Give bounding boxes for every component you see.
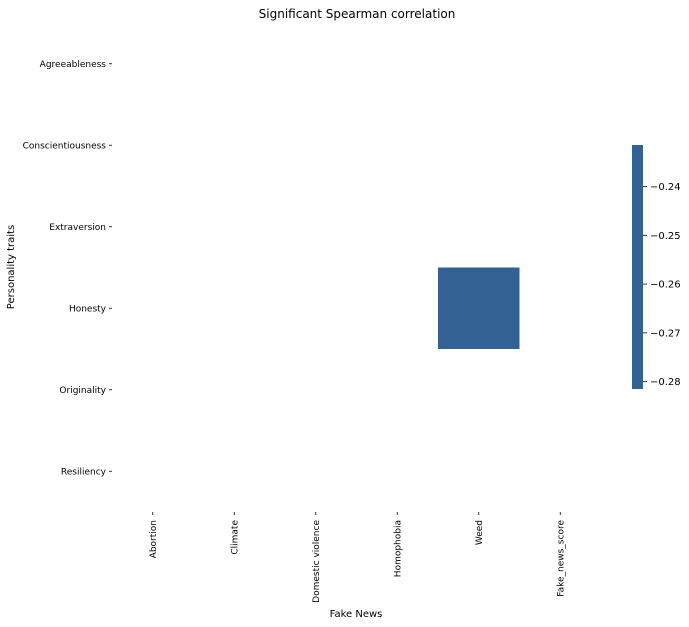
x-axis-label: Fake News	[330, 609, 383, 620]
x-tick-label: Domestic violence	[312, 520, 322, 603]
x-tick-label: Climate	[230, 520, 240, 555]
y-tick-label: Originality	[59, 386, 106, 396]
y-axis-label: Personality traits	[6, 225, 17, 309]
x-tick-label: Weed	[475, 520, 485, 545]
y-tick-label: Agreeableness	[40, 60, 107, 70]
x-tick-label: Homophobia	[393, 520, 403, 577]
colorbar: −0.24 −0.25 −0.26 −0.27 −0.28	[632, 145, 681, 389]
x-tick-label: Abortion	[149, 520, 159, 558]
colorbar-tick-label: −0.28	[650, 377, 681, 388]
plot-area	[438, 267, 520, 349]
chart-title: Significant Spearman correlation	[259, 7, 456, 21]
colorbar-tick-label: −0.26	[650, 280, 681, 291]
colorbar-tick-label: −0.27	[650, 328, 681, 339]
y-tick-label: Resiliency	[61, 467, 107, 477]
x-tick-label: Fake_news_score	[556, 520, 566, 597]
heatmap-cell-weed-honesty	[438, 267, 520, 349]
colorbar-tick-label: −0.25	[650, 231, 681, 242]
colorbar-fill	[632, 145, 643, 389]
y-axis: Agreeableness Conscientiousness Extraversi…	[23, 60, 112, 477]
colorbar-tick-label: −0.24	[650, 182, 681, 193]
y-tick-label: Honesty	[69, 304, 107, 314]
y-tick-label: Extraversion	[49, 223, 106, 233]
x-axis: Abortion Climate Domestic violence Homophob…	[149, 512, 566, 603]
y-tick-label: Conscientiousness	[23, 141, 107, 151]
